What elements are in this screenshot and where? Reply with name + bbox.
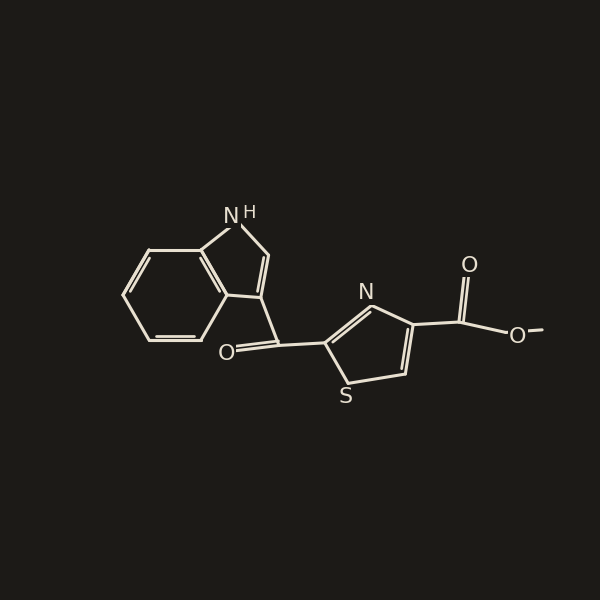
Text: N: N [358,283,375,304]
Text: N: N [223,208,239,227]
Text: O: O [218,344,235,364]
Text: O: O [460,256,478,276]
Text: H: H [242,205,256,223]
Text: O: O [509,328,526,347]
Text: S: S [338,388,352,407]
